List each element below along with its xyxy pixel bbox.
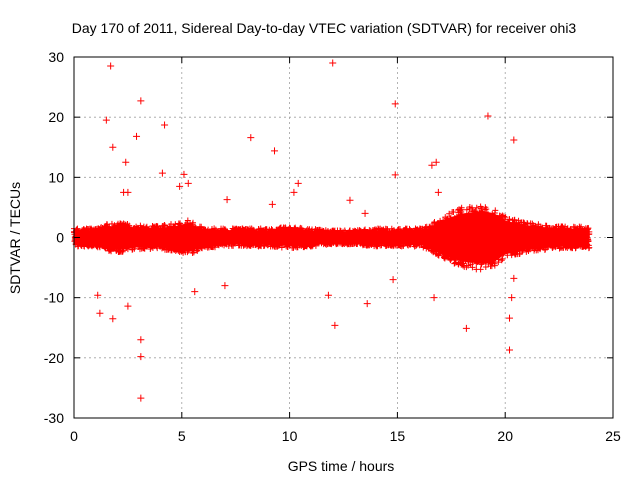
data-point <box>462 324 470 332</box>
y-tick-label: -10 <box>44 290 64 306</box>
data-point <box>124 302 132 310</box>
data-point <box>122 158 130 166</box>
data-point <box>137 97 145 105</box>
x-tick-label: 20 <box>497 428 513 444</box>
data-point <box>109 315 117 323</box>
data-point <box>430 294 438 302</box>
data-point <box>137 336 145 344</box>
data-point <box>434 188 442 196</box>
data-point <box>363 300 371 308</box>
data-point <box>391 171 399 179</box>
data-point <box>484 112 492 120</box>
axis-ticks: 0 5 10 15 20 25 -30 -20 -10 0 10 20 30 <box>44 49 621 444</box>
data-point <box>158 169 166 177</box>
data-point <box>137 394 145 402</box>
data-point <box>221 282 229 290</box>
data-point <box>133 132 141 140</box>
y-tick-label: 20 <box>48 109 64 125</box>
x-axis-label: GPS time / hours <box>288 458 395 474</box>
data-point <box>191 288 199 296</box>
data-point <box>120 188 128 196</box>
dense-data-band <box>71 203 593 273</box>
data-point <box>294 179 302 187</box>
data-point <box>271 147 279 155</box>
y-axis-label: SDTVAR / TECUs <box>7 182 23 294</box>
data-point <box>506 314 514 322</box>
y-tick-label: 30 <box>48 49 64 65</box>
data-point <box>176 182 184 190</box>
data-point <box>137 353 145 361</box>
data-point <box>324 291 332 299</box>
data-point <box>247 134 255 142</box>
data-point <box>268 200 276 208</box>
band-markers <box>71 203 593 273</box>
data-point <box>180 170 188 178</box>
data-point <box>361 209 369 217</box>
data-point <box>329 59 337 67</box>
data-point <box>290 188 298 196</box>
y-tick-label: 10 <box>48 169 64 185</box>
data-point <box>161 121 169 129</box>
data-point <box>331 321 339 329</box>
data-point <box>428 161 436 169</box>
x-tick-label: 25 <box>605 428 621 444</box>
data-point <box>107 62 115 70</box>
y-tick-label: 0 <box>56 230 64 246</box>
outlier-points <box>94 59 518 402</box>
data-point <box>510 274 518 282</box>
data-point <box>96 309 104 317</box>
x-tick-label: 5 <box>178 428 186 444</box>
data-point <box>506 346 514 354</box>
x-tick-label: 10 <box>282 428 298 444</box>
data-point <box>432 158 440 166</box>
data-point <box>109 143 117 151</box>
data-point <box>391 100 399 108</box>
x-tick-label: 0 <box>70 428 78 444</box>
chart-title: Day 170 of 2011, Sidereal Day-to-day VTE… <box>72 20 577 36</box>
y-tick-label: -20 <box>44 350 64 366</box>
data-point <box>184 179 192 187</box>
x-tick-label: 15 <box>390 428 406 444</box>
data-point <box>102 116 110 124</box>
data-point <box>223 196 231 204</box>
data-point <box>346 196 354 204</box>
data-point <box>389 276 397 284</box>
data-point <box>510 136 518 144</box>
data-point <box>94 291 102 299</box>
data-point <box>508 294 516 302</box>
y-tick-label: -30 <box>44 410 64 426</box>
